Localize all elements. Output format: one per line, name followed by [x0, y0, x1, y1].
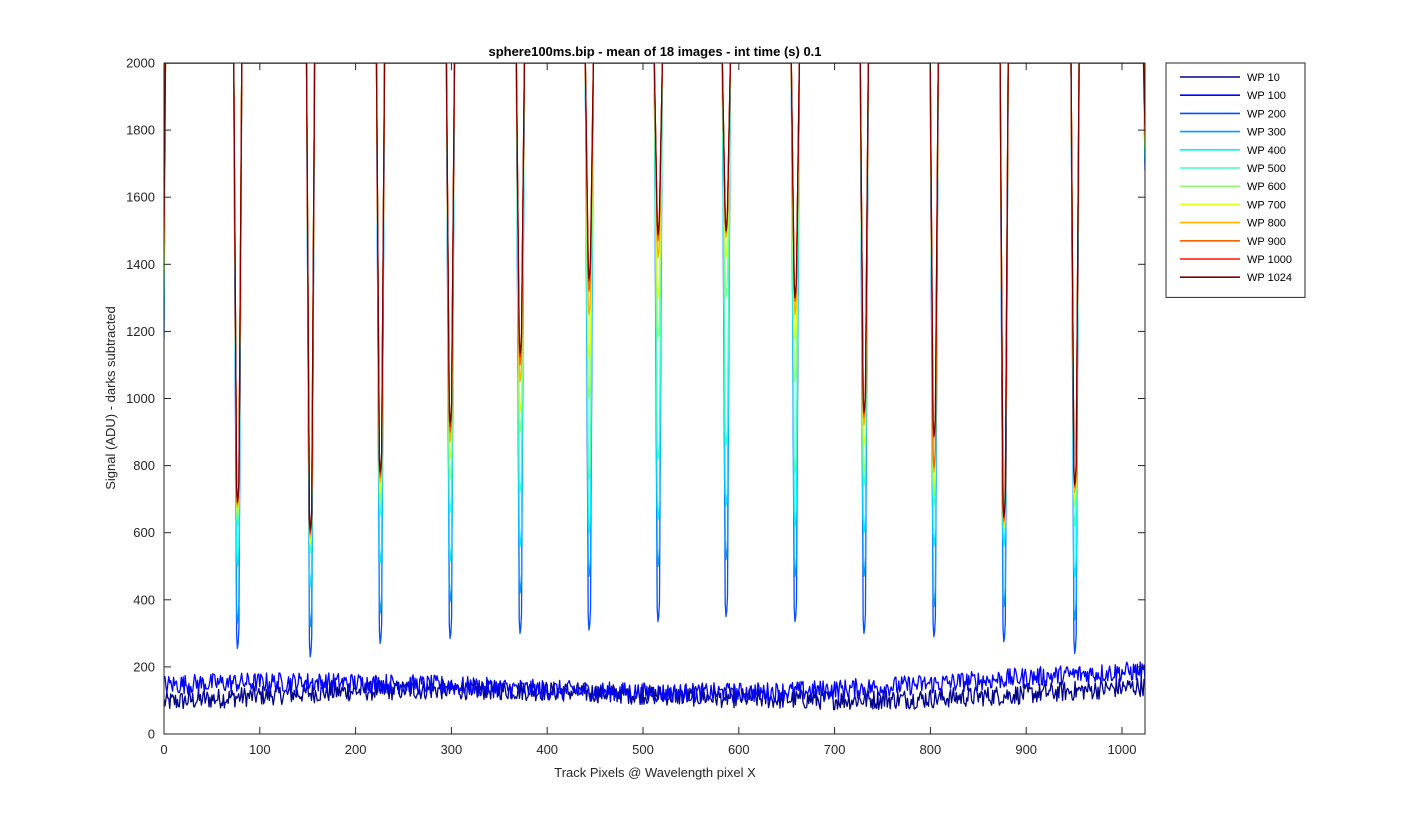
- x-tick-label: 700: [824, 742, 846, 757]
- series-line-wp-200: [164, 63, 1145, 658]
- series-line-wp-500: [164, 63, 1145, 554]
- y-tick-label: 1400: [126, 257, 155, 272]
- y-tick-label: 400: [133, 592, 155, 607]
- chart-title: sphere100ms.bip - mean of 18 images - in…: [488, 44, 821, 59]
- series-line-wp-700: [164, 63, 1145, 544]
- x-tick-label: 1000: [1108, 742, 1137, 757]
- y-tick-label: 2000: [126, 56, 155, 71]
- series-line-wp-900: [164, 63, 1145, 536]
- legend-label: WP 900: [1247, 236, 1286, 248]
- legend-label: WP 300: [1247, 127, 1286, 139]
- x-tick-label: 800: [920, 742, 942, 757]
- x-tick-label: 200: [345, 742, 367, 757]
- legend-label: WP 10: [1247, 72, 1280, 84]
- legend-label: WP 1024: [1247, 272, 1292, 284]
- axes-layer: 0 100 200 300 400 500 600 700 800 900 1000 0 200 400 6…: [126, 56, 1146, 757]
- legend-label: WP 800: [1247, 218, 1286, 230]
- y-axis-label: Signal (ADU) - darks subtracted: [103, 306, 118, 490]
- legend-label: WP 100: [1247, 90, 1286, 102]
- y-tick-label: 1000: [126, 391, 155, 406]
- y-tick-label: 1600: [126, 190, 155, 205]
- x-tick-label: 100: [249, 742, 271, 757]
- y-tick-label: 1200: [126, 324, 155, 339]
- y-tick-label: 200: [133, 659, 155, 674]
- legend-label: WP 400: [1247, 145, 1286, 157]
- series-layer: [164, 63, 1145, 711]
- series-line-wp-800: [164, 63, 1145, 539]
- legend-label: WP 600: [1247, 181, 1286, 193]
- legend-label: WP 500: [1247, 163, 1286, 175]
- y-tick-label: 800: [133, 458, 155, 473]
- x-axis-label: Track Pixels @ Wavelength pixel X: [554, 765, 756, 780]
- legend-label: WP 1000: [1247, 254, 1292, 266]
- y-tick-label: 0: [148, 727, 155, 742]
- x-tick-label: 600: [728, 742, 750, 757]
- x-tick-label: 300: [441, 742, 463, 757]
- x-tick-label: 900: [1015, 742, 1037, 757]
- y-tick-label: 600: [133, 525, 155, 540]
- series-line-wp-600: [164, 63, 1145, 547]
- series-line-wp-300: [164, 63, 1145, 628]
- series-line-wp-1024: [164, 63, 1145, 531]
- legend: WP 10 WP 100 WP 200 WP 300 WP 400 WP 500 WP 60…: [1165, 62, 1306, 298]
- legend-label: WP 200: [1247, 108, 1286, 120]
- x-tick-label: 500: [632, 742, 654, 757]
- x-tick-label: 400: [536, 742, 558, 757]
- y-tick-label: 1800: [126, 123, 155, 138]
- series-line-wp-400: [164, 63, 1145, 588]
- series-line-wp-100: [164, 661, 1145, 704]
- x-tick-label: 0: [160, 742, 167, 757]
- legend-label: WP 700: [1247, 199, 1286, 211]
